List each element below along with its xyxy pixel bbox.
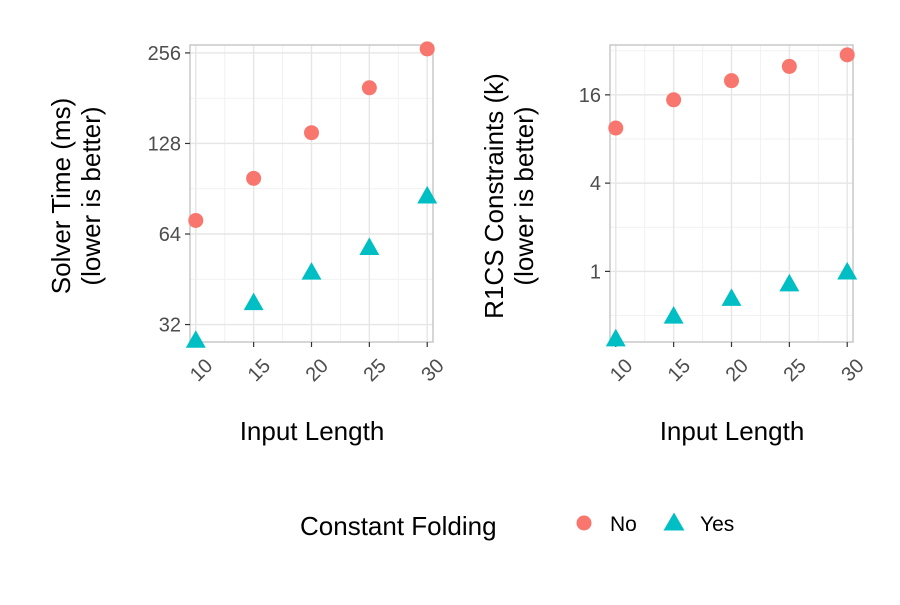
point-no: [304, 125, 319, 141]
point-no: [419, 41, 435, 57]
point-yes: [837, 261, 858, 280]
point-no: [246, 170, 262, 186]
y-axis-ticks: 32 64 128 256: [148, 43, 190, 337]
point-yes: [721, 288, 742, 306]
y-axis-title: Solver Time (ms): [46, 98, 76, 294]
legend: Constant Folding No Yes: [300, 511, 734, 541]
x-axis-ticks: 10 15 20 25 30: [606, 342, 869, 386]
x-axis-ticks: 10 15 20 25 30: [186, 342, 449, 386]
chart-r1cs-constraints: 1 4 16 10 15 20 25 30 Input Length R1CS …: [479, 44, 869, 446]
point-yes: [663, 306, 684, 324]
y-tick-label: 32: [159, 315, 181, 337]
point-yes: [605, 328, 626, 347]
point-no: [361, 80, 377, 96]
x-tick-label: 25: [360, 355, 391, 386]
y-tick-label: 128: [148, 133, 181, 155]
x-tick-label: 30: [417, 355, 448, 386]
gridlines: [190, 45, 433, 342]
point-no: [839, 47, 855, 63]
point-yes: [243, 292, 264, 311]
point-no: [666, 92, 682, 108]
legend-label-no: No: [610, 513, 637, 536]
legend-key-yes: [663, 512, 685, 531]
x-tick-label: 10: [606, 355, 637, 386]
x-tick-label: 25: [780, 355, 811, 386]
x-tick-label: 10: [186, 355, 217, 386]
chart-solver-time: 32 64 128 256 10 15 20 25 30 Input Lengt…: [46, 41, 449, 446]
point-yes: [359, 237, 380, 255]
legend-key-no: [576, 515, 592, 531]
point-yes: [185, 330, 206, 348]
point-no: [724, 73, 739, 89]
point-yes: [779, 273, 800, 292]
point-yes: [417, 185, 438, 204]
point-no: [608, 120, 624, 136]
y-axis-subtitle: (lower is better): [509, 106, 539, 285]
y-tick-label: 4: [590, 173, 601, 195]
x-tick-label: 20: [722, 355, 753, 386]
y-axis-subtitle: (lower is better): [76, 106, 106, 285]
legend-title: Constant Folding: [300, 511, 497, 541]
y-tick-label: 256: [148, 43, 181, 65]
point-yes: [301, 262, 322, 280]
x-tick-label: 30: [837, 355, 868, 386]
y-axis-ticks: 1 4 16: [579, 85, 610, 283]
x-axis-title: Input Length: [660, 416, 805, 446]
x-tick-label: 15: [244, 355, 275, 386]
y-axis-title: R1CS Constraints (k): [479, 73, 509, 319]
data-points: [185, 41, 438, 348]
point-no: [188, 212, 204, 228]
data-points: [605, 47, 858, 347]
point-no: [781, 58, 797, 74]
legend-label-yes: Yes: [700, 513, 734, 536]
y-tick-label: 64: [159, 224, 181, 246]
x-tick-label: 20: [302, 355, 333, 386]
y-tick-label: 1: [590, 261, 601, 283]
x-axis-title: Input Length: [240, 416, 385, 446]
y-tick-label: 16: [579, 85, 601, 107]
x-tick-label: 15: [664, 355, 695, 386]
